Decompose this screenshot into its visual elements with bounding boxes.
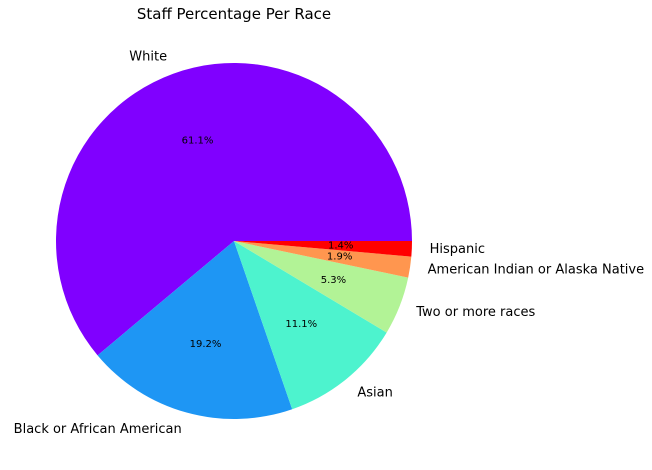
slice-american-indian-or-alaska-native xyxy=(234,241,412,278)
pct-label-black-or-african-american: 19.2% xyxy=(190,339,222,350)
slice-two-or-more-races xyxy=(234,241,409,333)
pct-label-american-indian-or-alaska-native: 1.9% xyxy=(327,252,352,263)
slice-hispanic xyxy=(234,241,412,257)
chart-title: Staff Percentage Per Race xyxy=(137,5,331,23)
label-asian: Asian xyxy=(357,386,392,401)
pie-labels: White 61.1% Black or African American 19.2%… xyxy=(14,49,644,437)
pct-label-white: 61.1% xyxy=(182,136,214,147)
slice-asian xyxy=(234,241,387,410)
pct-label-two-or-more-races: 5.3% xyxy=(321,275,346,286)
label-two-or-more-races: Two or more races xyxy=(415,305,535,320)
slice-white xyxy=(56,63,413,356)
label-black-or-african-american: Black or African American xyxy=(14,422,182,437)
pct-label-asian: 11.1% xyxy=(285,319,317,330)
pie-slices xyxy=(56,63,413,420)
pct-label-hispanic: 1.4% xyxy=(328,241,353,252)
label-hispanic: Hispanic xyxy=(430,242,485,257)
slice-black-or-african-american xyxy=(97,241,293,420)
label-american-indian-or-alaska-native: American Indian or Alaska Native xyxy=(428,262,644,277)
label-white: White xyxy=(129,49,167,64)
